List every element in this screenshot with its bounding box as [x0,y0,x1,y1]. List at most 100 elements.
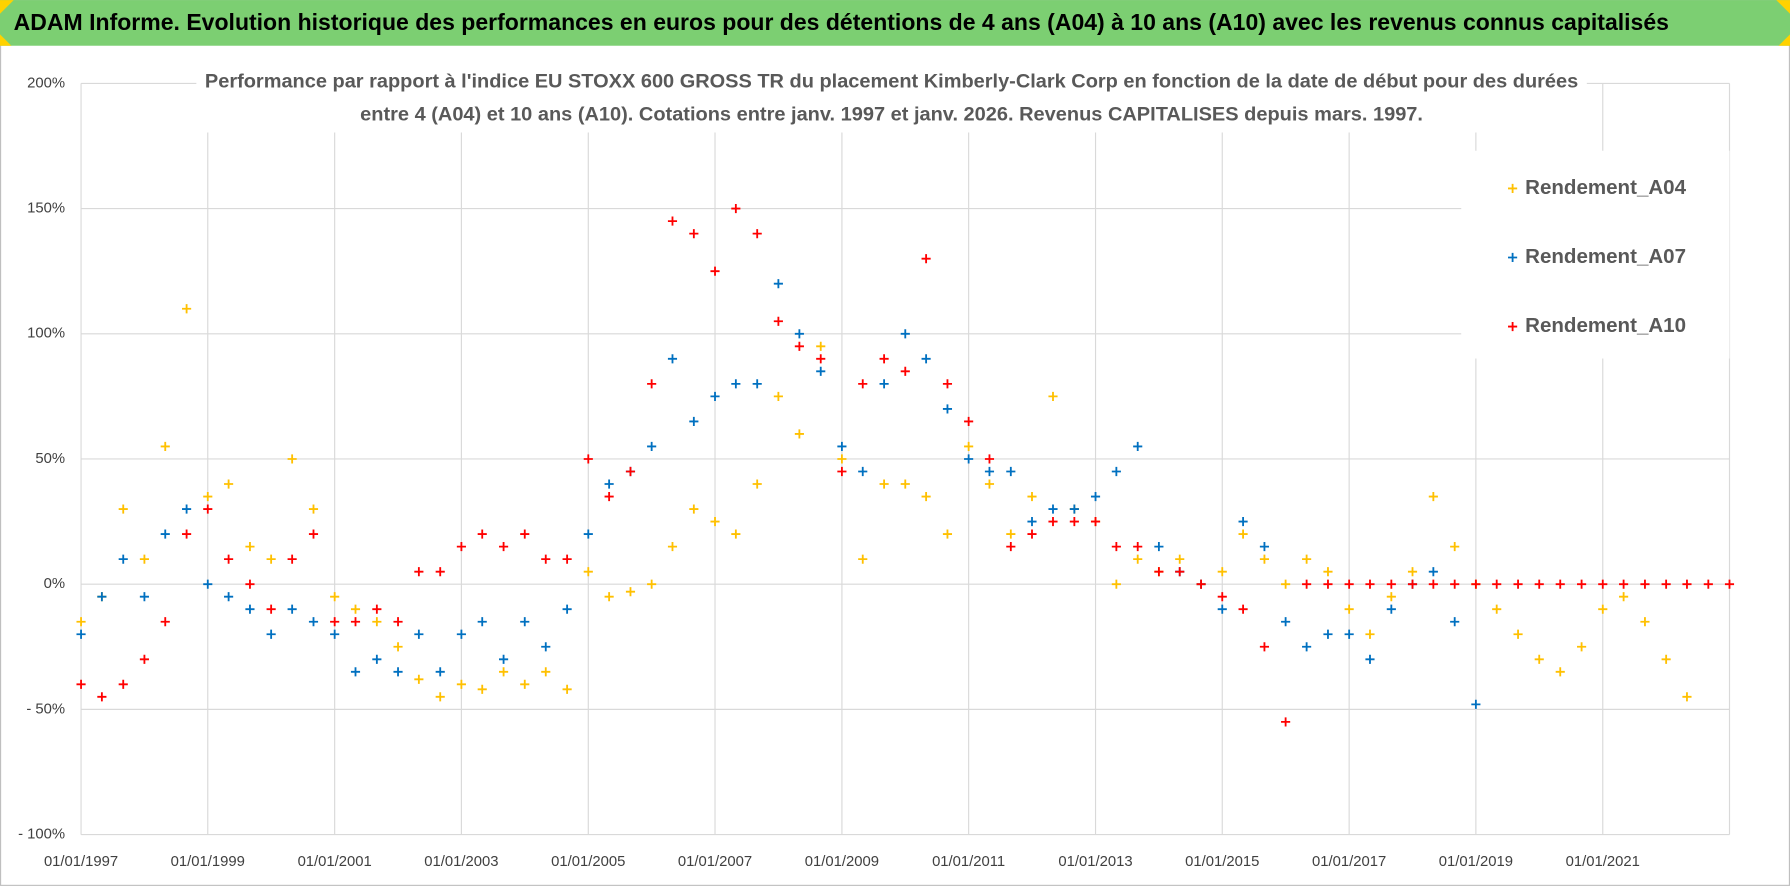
point [287,604,297,614]
point [203,579,213,589]
point [224,554,234,564]
point [1281,617,1291,627]
point [752,479,762,489]
point [182,529,192,539]
point [1577,642,1587,652]
point [1323,579,1333,589]
point [1450,617,1460,627]
point [984,479,995,489]
point [837,441,847,452]
x-tick-label: 01/01/2015 [1185,854,1259,870]
point [1090,491,1101,502]
point [477,529,487,539]
point [1598,604,1608,614]
point [330,592,340,602]
point [1048,391,1058,401]
corner [1778,34,1790,46]
point [1238,604,1248,614]
point [1048,517,1058,527]
point [816,341,826,351]
point [160,617,170,627]
point [964,416,974,426]
point [1682,579,1692,589]
point [330,617,340,627]
point [1217,592,1227,602]
point [964,441,974,452]
point [266,604,276,614]
point [625,587,636,597]
point [1386,592,1396,602]
point [900,479,910,489]
point [604,592,614,602]
point [1259,642,1270,652]
point [900,366,910,376]
point [118,554,128,564]
point [731,379,741,389]
point [816,354,826,364]
point [1407,567,1418,577]
y-tick-label: - 100% [18,826,65,842]
point [604,479,614,489]
point [372,604,382,614]
point [1175,554,1185,564]
point [435,692,445,702]
point [562,684,572,694]
point [1006,542,1016,552]
point [625,466,636,477]
point [858,379,868,389]
point [330,629,340,639]
point [118,679,128,689]
point [1428,579,1438,589]
point [139,654,149,664]
point [942,529,953,539]
point [1513,629,1523,639]
x-tick-label: 01/01/2003 [424,854,498,870]
x-tick-label: 01/01/2009 [805,854,879,870]
point [1196,579,1206,589]
point [858,466,868,477]
point [752,379,762,389]
point [1492,604,1502,614]
point [1154,567,1164,577]
point [1450,579,1460,589]
corner [0,34,12,46]
point [477,684,487,694]
point [1407,579,1418,589]
point [731,204,741,214]
point [456,542,466,552]
point [456,679,466,689]
point [1133,554,1143,564]
point [1281,717,1291,727]
point [224,479,234,489]
point [667,354,678,364]
legend-marker [1508,321,1518,332]
legend-box [1461,150,1730,359]
legend-label: Rendement_A04 [1525,176,1686,199]
y-tick-label: 200% [27,75,65,91]
point [287,454,297,464]
point [1619,592,1629,602]
point [1577,579,1587,589]
point [287,554,297,564]
corner [1776,0,1790,14]
point [1724,579,1735,589]
point [1386,604,1396,614]
point [1154,542,1164,552]
point [900,329,910,339]
chart-title: entre 4 (A04) et 10 ans (A10). Cotations… [360,103,1423,125]
x-tick-label: 01/01/2017 [1312,854,1386,870]
point [1238,517,1248,527]
point [1365,629,1375,639]
point [520,617,530,627]
point [689,504,699,514]
point [1640,579,1650,589]
point [1281,579,1291,589]
x-tick-label: 01/01/2021 [1566,854,1640,870]
point [1111,466,1121,477]
point [773,316,783,326]
point [1027,491,1037,502]
point [1555,667,1565,677]
point [647,379,657,389]
point [1661,654,1671,664]
point [1259,542,1270,552]
